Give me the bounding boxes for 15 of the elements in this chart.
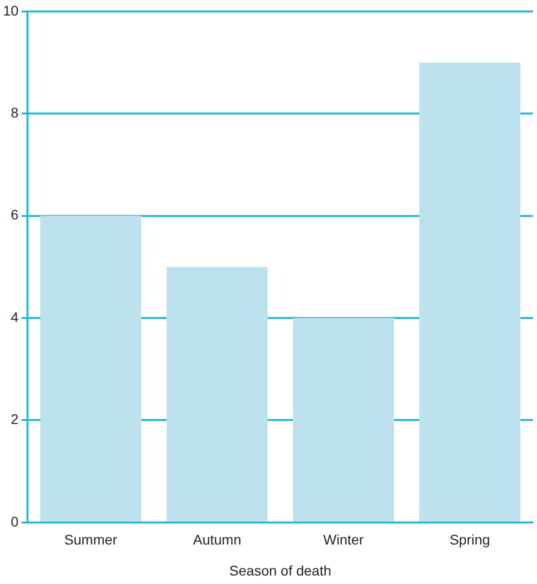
x-tick-label: Spring (450, 532, 490, 548)
y-tick-label: 4 (10, 308, 19, 325)
y-tick-label: 8 (10, 104, 19, 120)
y-tick-label: 6 (10, 206, 19, 223)
bar (166, 266, 268, 522)
bar (419, 62, 520, 522)
y-tick-label: 0 (10, 513, 19, 530)
x-tick-label: Autumn (192, 532, 242, 548)
y-tick-label: 2 (10, 411, 19, 428)
bar (40, 216, 142, 522)
x-axis-title: Season of death (229, 562, 332, 578)
x-tick-label: Winter (323, 532, 364, 548)
bar (292, 318, 394, 522)
y-tick-label: 10 (2, 2, 19, 18)
x-tick-label: Summer (64, 532, 118, 548)
